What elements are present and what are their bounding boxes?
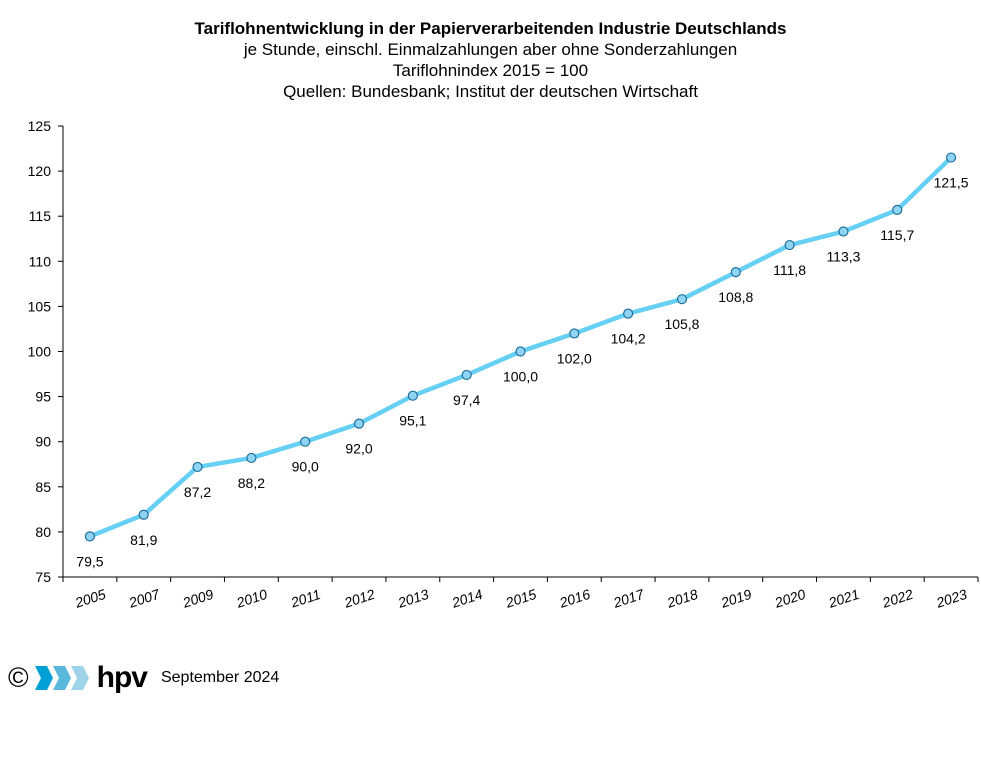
data-point	[945, 152, 957, 163]
data-labels: 79,5 81,9 87,2 88,2 90,0 92,0 95,1 97,4 100,0 102…	[76, 175, 969, 570]
x-tick-label: 2017	[610, 585, 647, 611]
data-point	[353, 418, 365, 429]
data-label: 100,0	[503, 369, 538, 385]
data-label: 95,1	[399, 413, 426, 429]
data-point	[730, 267, 741, 278]
data-points	[84, 152, 957, 542]
y-tick-label: 125	[28, 118, 52, 134]
hpv-logo-icon	[34, 666, 89, 690]
data-point	[838, 226, 849, 237]
x-tick-label: 2018	[664, 586, 700, 611]
data-point	[138, 509, 149, 520]
data-point	[623, 308, 634, 319]
data-point	[515, 346, 526, 357]
x-tick-label: 2007	[126, 585, 163, 611]
data-label: 102,0	[557, 350, 592, 366]
data-label: 111,8	[773, 262, 806, 278]
x-tick-label: 2019	[718, 586, 754, 611]
x-tick-label: 2022	[879, 586, 915, 611]
y-tick-label: 95	[35, 389, 51, 405]
y-tick-label: 100	[28, 344, 52, 360]
footer: © hpv September 2024	[8, 658, 279, 698]
data-point	[676, 294, 688, 305]
chart-subtitle-2: Tariflohnindex 2015 = 100	[392, 61, 589, 80]
x-tick-label: 2005	[72, 586, 108, 611]
data-label: 104,2	[611, 331, 646, 347]
y-tick-label: 110	[29, 253, 52, 269]
x-tick-label: 2012	[341, 586, 377, 611]
y-tick-label: 120	[28, 163, 52, 179]
copyright-symbol: ©	[8, 662, 29, 693]
logo-chevron-3	[70, 666, 89, 690]
y-tick-label: 105	[28, 298, 52, 314]
data-point	[407, 390, 418, 401]
x-tick-label: 2015	[503, 586, 539, 611]
logo-chevron-1	[34, 666, 53, 690]
data-label: 105,8	[664, 316, 699, 332]
y-axis-ticks: 75 80 85 90 95 100 105 110 115 120 125	[28, 118, 63, 585]
data-point	[300, 436, 311, 447]
x-tick-label: 2023	[933, 586, 969, 611]
x-tick-label: 2014	[449, 586, 485, 611]
data-label: 97,4	[453, 392, 480, 408]
data-point	[461, 369, 472, 381]
x-tick-label: 2021	[826, 586, 862, 611]
x-tick-label: 2013	[395, 586, 431, 611]
chart-titles: Tariflohnentwicklung in der Papierverarb…	[0, 18, 981, 102]
x-tick-label: 2011	[288, 586, 323, 611]
x-tick-label: 2020	[772, 586, 808, 611]
footer-date: September 2024	[160, 669, 280, 686]
y-tick-label: 85	[35, 479, 51, 495]
x-tick-label: 2010	[234, 586, 270, 611]
data-point	[84, 531, 96, 542]
data-label: 88,2	[238, 475, 265, 491]
chart-title: Tariflohnentwicklung in der Papierverarb…	[194, 19, 787, 38]
data-label: 81,9	[130, 532, 157, 548]
data-label: 113,3	[826, 249, 860, 265]
data-point	[246, 452, 257, 464]
data-label: 115,7	[880, 227, 914, 243]
data-point	[892, 204, 903, 215]
logo-chevron-2	[52, 666, 71, 690]
data-label: 92,0	[345, 441, 372, 457]
chart-subtitle-1: je Stunde, einschl. Einmalzahlungen aber…	[243, 40, 738, 59]
x-tick-label: 2016	[557, 586, 593, 611]
data-label: 87,2	[184, 484, 211, 500]
x-axis-ticks: 2005 2007 2009 2010 2011 2012 2013 2014 2015 2016…	[62, 577, 979, 611]
y-tick-label: 75	[35, 569, 51, 585]
data-point	[192, 461, 203, 473]
data-point	[569, 328, 580, 339]
data-label: 79,5	[76, 553, 103, 569]
y-tick-label: 115	[29, 208, 52, 224]
data-label: 108,8	[718, 289, 753, 305]
data-point	[784, 239, 795, 251]
x-tick-label: 2009	[180, 586, 216, 611]
brand-name: hpv	[96, 661, 148, 694]
y-tick-label: 90	[35, 434, 51, 450]
y-tick-label: 80	[35, 524, 51, 540]
data-label: 121,5	[934, 175, 969, 191]
chart-subtitle-3: Quellen: Bundesbank; Institut der deutsc…	[283, 82, 698, 101]
data-label: 90,0	[292, 459, 319, 475]
